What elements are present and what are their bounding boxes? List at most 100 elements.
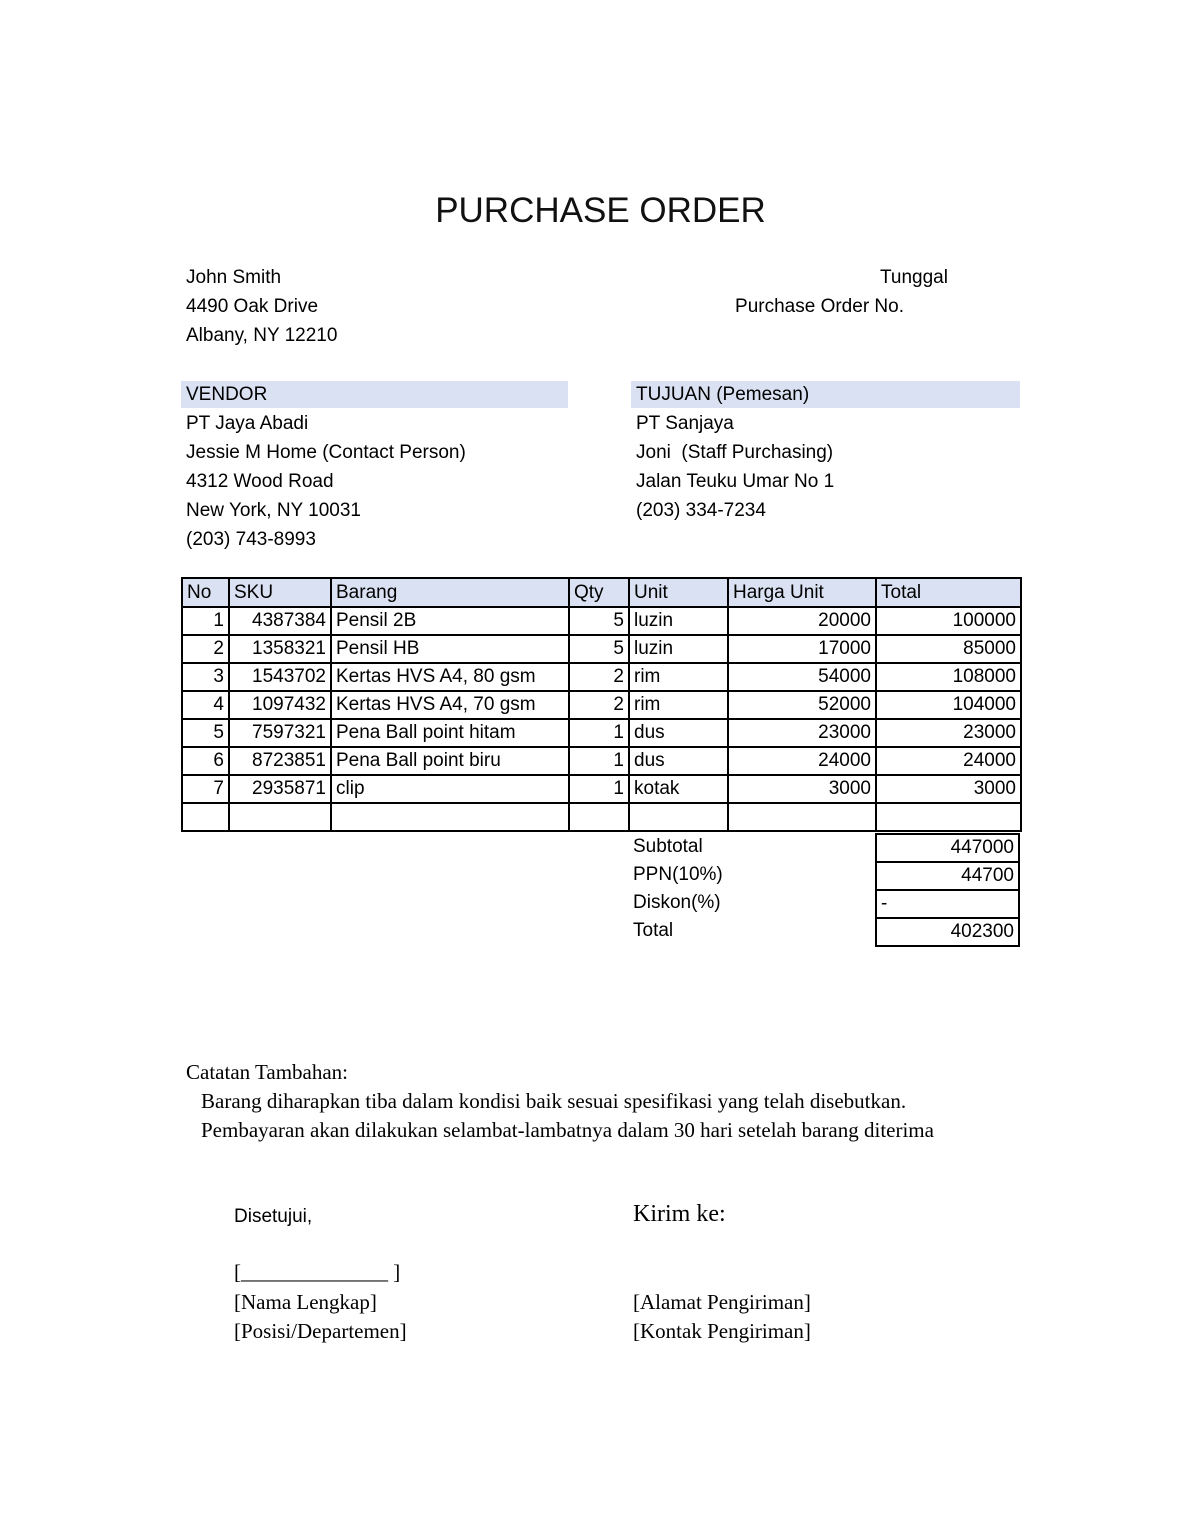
item-cell: Pensil 2B bbox=[330, 606, 570, 636]
items-table: No SKU Barang Qty Unit Harga Unit Total … bbox=[181, 577, 1022, 832]
summary-values: 447000 44700 - 402300 bbox=[875, 833, 1020, 947]
item-cell: 7597321 bbox=[228, 718, 332, 748]
recipient-contact: Joni (Staff Purchasing) bbox=[636, 442, 834, 463]
item-cell: luzin bbox=[628, 606, 729, 636]
ppn-label: PPN(10%) bbox=[633, 864, 723, 885]
item-cell: luzin bbox=[628, 634, 729, 664]
item-cell bbox=[568, 802, 630, 832]
buyer-street: 4490 Oak Drive bbox=[186, 296, 319, 317]
vendor-phone: (203) 743-8993 bbox=[186, 529, 316, 550]
item-cell bbox=[875, 802, 1022, 832]
signature-line: [______________ ] bbox=[234, 1260, 401, 1284]
item-cell: 5 bbox=[568, 634, 630, 664]
note-line: Pembayaran akan dilakukan selambat-lamba… bbox=[201, 1118, 934, 1142]
item-cell: dus bbox=[628, 718, 729, 748]
item-cell: Kertas HVS A4, 80 gsm bbox=[330, 662, 570, 692]
col-header-unit: Unit bbox=[628, 577, 729, 608]
item-cell: 4 bbox=[181, 690, 230, 720]
item-cell: 108000 bbox=[875, 662, 1022, 692]
item-row: 7 2935871 clip 1 kotak 3000 3000 bbox=[181, 774, 1022, 804]
summary-row: - bbox=[875, 889, 1020, 919]
item-cell: 100000 bbox=[875, 606, 1022, 636]
vendor-address: PT Jaya Abadi Jessie M Home (Contact Per… bbox=[186, 409, 466, 554]
item-cell bbox=[330, 802, 570, 832]
approved-by-label: Disetujui, bbox=[234, 1206, 313, 1227]
total-label: Total bbox=[633, 920, 674, 941]
diskon-value: - bbox=[875, 889, 1020, 919]
item-cell bbox=[727, 802, 877, 832]
vendor-city: New York, NY 10031 bbox=[186, 500, 361, 521]
item-cell: 1 bbox=[568, 746, 630, 776]
shipping-contact-placeholder: [Kontak Pengiriman] bbox=[633, 1319, 811, 1343]
item-cell: dus bbox=[628, 746, 729, 776]
ship-to-label: Kirim ke: bbox=[633, 1201, 726, 1227]
item-cell: 1 bbox=[568, 718, 630, 748]
item-cell: 4387384 bbox=[228, 606, 332, 636]
item-cell: 1 bbox=[181, 606, 230, 636]
diskon-label: Diskon(%) bbox=[633, 892, 721, 913]
additional-notes: Catatan Tambahan: Barang diharapkan tiba… bbox=[186, 1058, 934, 1145]
item-cell: 3000 bbox=[875, 774, 1022, 804]
col-header-sku: SKU bbox=[228, 577, 332, 608]
item-cell: 1 bbox=[568, 774, 630, 804]
buyer-city: Albany, NY 12210 bbox=[186, 325, 338, 346]
note-line: Barang diharapkan tiba dalam kondisi bai… bbox=[201, 1089, 907, 1113]
item-cell: 20000 bbox=[727, 606, 877, 636]
col-header-barang: Barang bbox=[330, 577, 570, 608]
item-cell: 52000 bbox=[727, 690, 877, 720]
summary-row: 447000 bbox=[875, 833, 1020, 863]
item-cell: rim bbox=[628, 662, 729, 692]
item-cell bbox=[628, 802, 729, 832]
item-cell: clip bbox=[330, 774, 570, 804]
item-cell bbox=[181, 802, 230, 832]
item-cell: 17000 bbox=[727, 634, 877, 664]
shipping-address-placeholder: [Alamat Pengiriman] bbox=[633, 1290, 811, 1314]
item-cell: kotak bbox=[628, 774, 729, 804]
buyer-address: John Smith 4490 Oak Drive Albany, NY 122… bbox=[186, 263, 337, 350]
item-row: 3 1543702 Kertas HVS A4, 80 gsm 2 rim 54000 10… bbox=[181, 662, 1022, 692]
subtotal-label: Subtotal bbox=[633, 836, 703, 857]
item-row: 6 8723851 Pena Ball point biru 1 dus 24000 240… bbox=[181, 746, 1022, 776]
col-header-no: No bbox=[181, 577, 230, 608]
vendor-contact: Jessie M Home (Contact Person) bbox=[186, 442, 466, 463]
col-header-total: Total bbox=[875, 577, 1022, 608]
item-cell bbox=[228, 802, 332, 832]
col-header-qty: Qty bbox=[568, 577, 630, 608]
item-cell: 3000 bbox=[727, 774, 877, 804]
item-cell: rim bbox=[628, 690, 729, 720]
item-cell: 2 bbox=[568, 690, 630, 720]
item-cell: 3 bbox=[181, 662, 230, 692]
vendor-street: 4312 Wood Road bbox=[186, 471, 334, 492]
item-cell: 2935871 bbox=[228, 774, 332, 804]
item-cell: Pena Ball point hitam bbox=[330, 718, 570, 748]
po-number-label: Purchase Order No. bbox=[735, 296, 904, 317]
item-cell: 7 bbox=[181, 774, 230, 804]
vendor-company: PT Jaya Abadi bbox=[186, 413, 309, 434]
recipient-street: Jalan Teuku Umar No 1 bbox=[636, 471, 835, 492]
recipient-section-header: TUJUAN (Pemesan) bbox=[631, 381, 1020, 408]
item-cell: 2 bbox=[181, 634, 230, 664]
summary-row: 402300 bbox=[875, 917, 1020, 947]
item-cell: 104000 bbox=[875, 690, 1022, 720]
items-table-header: No SKU Barang Qty Unit Harga Unit Total bbox=[181, 577, 1022, 608]
item-cell: 5 bbox=[181, 718, 230, 748]
recipient-company: PT Sanjaya bbox=[636, 413, 734, 434]
notes-heading: Catatan Tambahan: bbox=[186, 1060, 349, 1084]
item-cell: 85000 bbox=[875, 634, 1022, 664]
item-cell: Pensil HB bbox=[330, 634, 570, 664]
order-type-label: Tunggal bbox=[880, 267, 948, 288]
item-row: 2 1358321 Pensil HB 5 luzin 17000 85000 bbox=[181, 634, 1022, 664]
item-cell: 23000 bbox=[875, 718, 1022, 748]
item-cell: 54000 bbox=[727, 662, 877, 692]
item-cell: 5 bbox=[568, 606, 630, 636]
item-cell: 1358321 bbox=[228, 634, 332, 664]
ppn-value: 44700 bbox=[875, 861, 1020, 891]
summary-row: 44700 bbox=[875, 861, 1020, 891]
recipient-address: PT Sanjaya Joni (Staff Purchasing) Jalan… bbox=[636, 409, 834, 525]
recipient-phone: (203) 334-7234 bbox=[636, 500, 766, 521]
item-row bbox=[181, 802, 1022, 832]
item-row: 5 7597321 Pena Ball point hitam 1 dus 23000 23… bbox=[181, 718, 1022, 748]
item-cell: 8723851 bbox=[228, 746, 332, 776]
item-cell: 2 bbox=[568, 662, 630, 692]
